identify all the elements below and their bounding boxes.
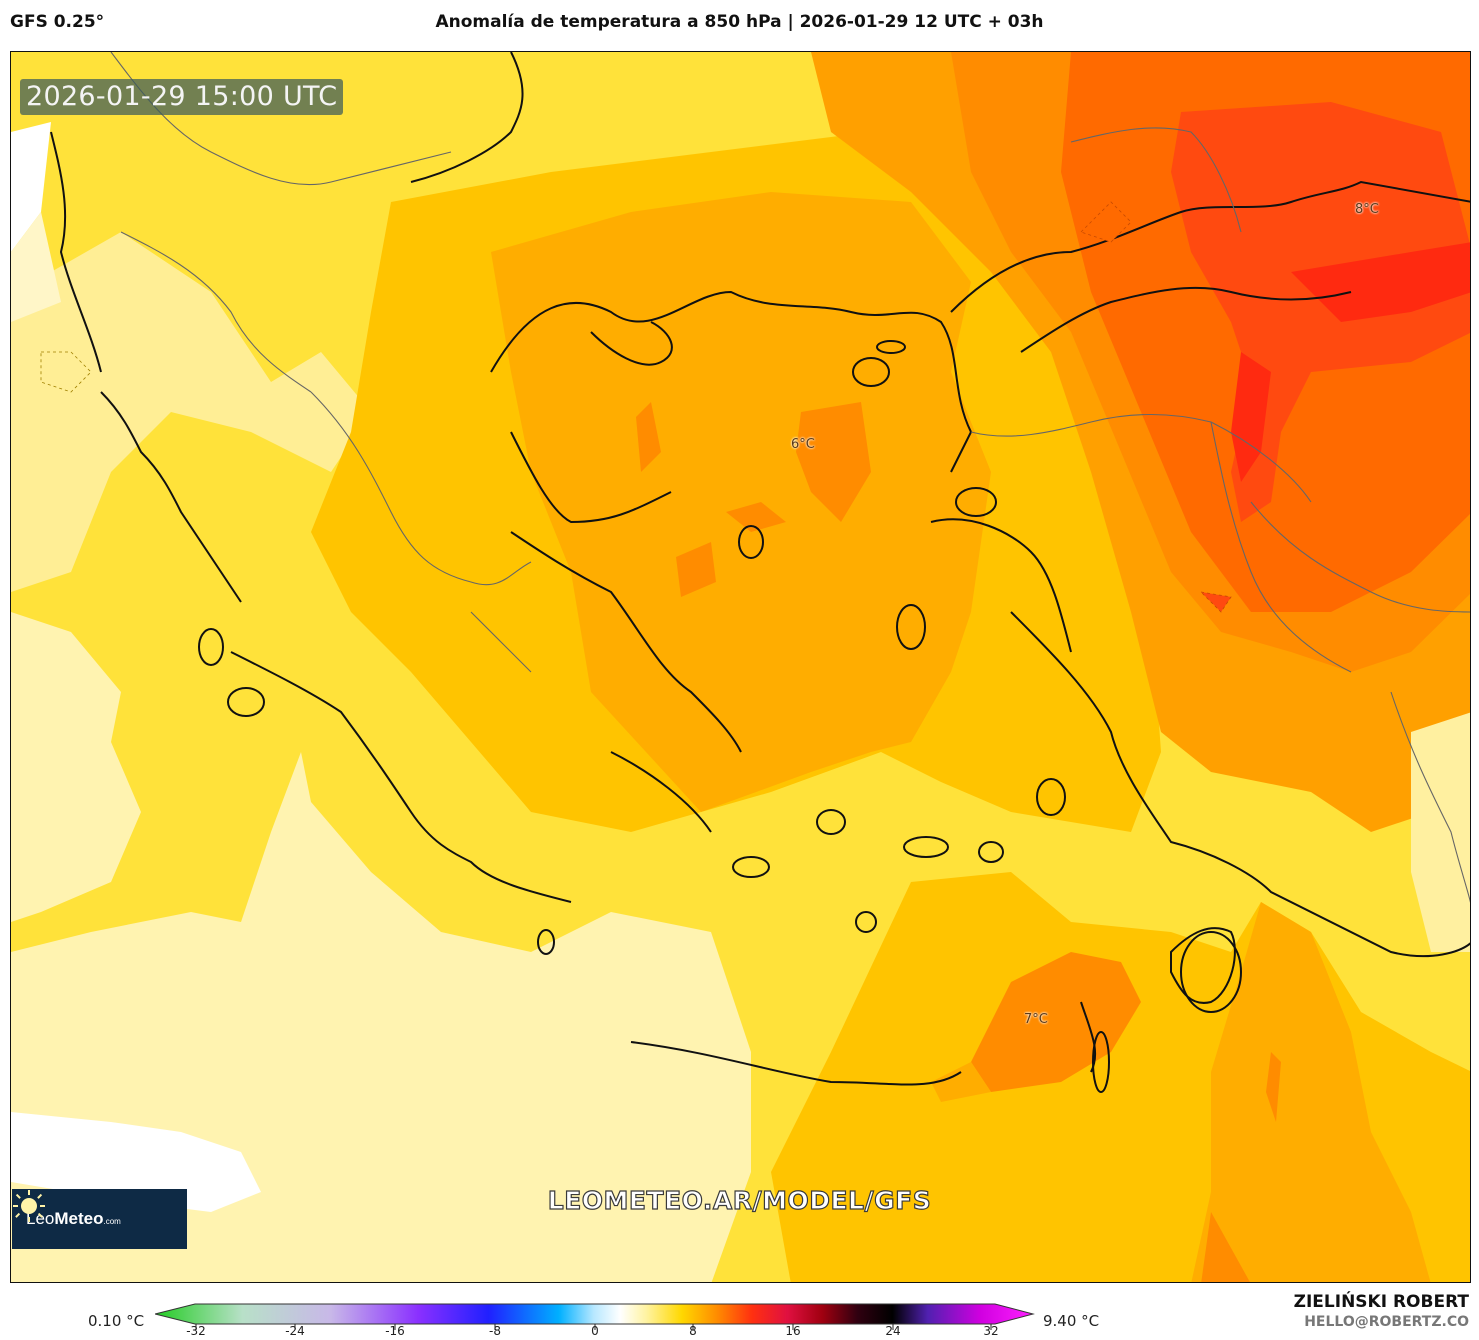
- colorbar-tick: 16: [785, 1324, 801, 1338]
- contour-label-6c: 6°C: [791, 437, 815, 452]
- colorbar-tick: -24: [285, 1324, 305, 1338]
- colorbar: [155, 1303, 1035, 1330]
- author-email[interactable]: HELLO@ROBERTZ.CO: [1304, 1314, 1469, 1330]
- model-label: GFS 0.25°: [10, 12, 105, 32]
- colorbar-tick: 24: [885, 1324, 901, 1338]
- logo-text: LeoMeteo.com: [26, 1209, 121, 1228]
- colorbar-tick: -16: [385, 1324, 405, 1338]
- colorbar-tick: 0: [591, 1324, 599, 1338]
- contour-label-7c: 7°C: [1024, 1012, 1048, 1027]
- leometeo-logo[interactable]: LeoMeteo.com: [12, 1189, 187, 1249]
- colorbar-tick: 8: [689, 1324, 697, 1338]
- map-panel: 2026-01-29 15:00 UTC 8°C 6°C 7°C LeoMete…: [10, 51, 1471, 1283]
- colorbar-min-label: 0.10 °C: [88, 1312, 145, 1330]
- colorbar-max-label: 9.40 °C: [1043, 1312, 1100, 1330]
- source-watermark: LEOMETEO.AR/MODEL/GFS: [547, 1185, 932, 1215]
- valid-time-badge: 2026-01-29 15:00 UTC: [20, 79, 344, 115]
- colorbar-tick: -8: [489, 1324, 501, 1338]
- colorbar-tick: -32: [186, 1324, 206, 1338]
- temperature-anomaly-map: [11, 52, 1470, 1282]
- sun-icon: [13, 1190, 45, 1222]
- contour-label-8c: 8°C: [1355, 202, 1379, 217]
- colorbar-tick: 32: [983, 1324, 999, 1338]
- chart-title: Anomalía de temperatura a 850 hPa | 2026…: [435, 12, 1044, 32]
- author-name: ZIELIŃSKI ROBERT: [1293, 1292, 1469, 1312]
